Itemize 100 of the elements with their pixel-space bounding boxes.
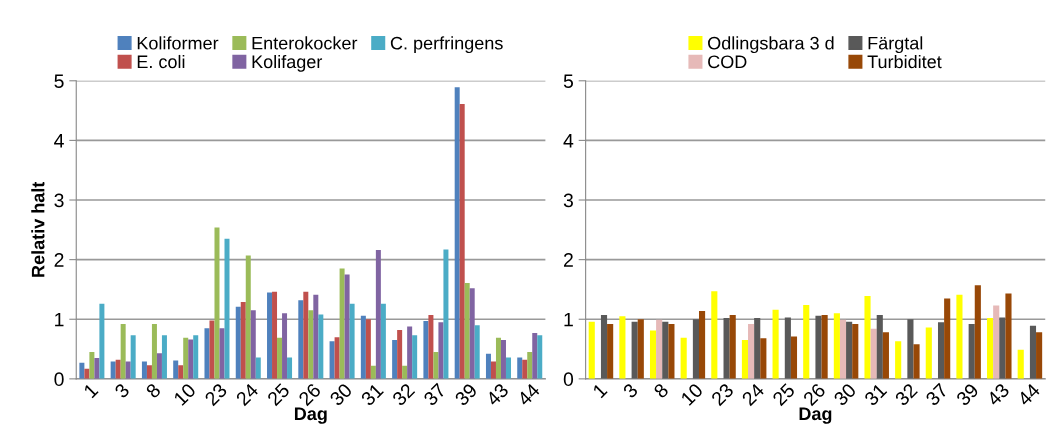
- x-tick-label: 3: [622, 382, 639, 399]
- bar: [993, 305, 1000, 379]
- x-tick-label: 26: [297, 382, 322, 407]
- bar: [412, 335, 418, 379]
- bar: [495, 337, 501, 379]
- bar: [956, 294, 963, 379]
- bar: [649, 330, 657, 379]
- bar: [120, 324, 126, 379]
- bar: [459, 104, 465, 379]
- bar: [125, 361, 131, 379]
- bar: [1005, 293, 1012, 379]
- x-axis-title: Dag: [294, 407, 327, 424]
- bar: [987, 318, 994, 379]
- bar: [532, 332, 538, 379]
- bar: [267, 292, 273, 379]
- bar: [876, 315, 883, 379]
- bar: [925, 327, 932, 379]
- bar: [318, 314, 324, 379]
- x-axis-title: Dag: [799, 407, 832, 424]
- bar: [500, 340, 506, 379]
- x-tick-label: 30: [832, 382, 857, 407]
- bar: [974, 285, 981, 379]
- bar: [193, 335, 199, 379]
- x-tick-label: 44: [1016, 382, 1041, 407]
- bar: [656, 319, 663, 379]
- bar: [245, 255, 251, 379]
- bar: [784, 317, 791, 379]
- bar: [214, 227, 220, 379]
- bar: [454, 87, 460, 379]
- legend-label: COD: [708, 55, 747, 69]
- bar: [748, 324, 755, 379]
- y-tick-label: 3: [563, 193, 573, 208]
- bar: [631, 321, 638, 379]
- bar: [846, 321, 853, 379]
- bar: [277, 337, 283, 379]
- bar: [723, 318, 730, 379]
- bar: [852, 324, 859, 379]
- bar: [339, 268, 345, 379]
- bar: [344, 274, 350, 379]
- bar: [433, 352, 439, 379]
- bar: [443, 249, 449, 379]
- x-tick-label: 37: [924, 382, 949, 407]
- x-tick-label: 31: [863, 382, 888, 407]
- bar: [349, 303, 355, 379]
- x-tick-label: 37: [422, 382, 447, 407]
- bar: [224, 238, 230, 379]
- x-tick-label: 32: [391, 382, 416, 407]
- bar: [99, 303, 105, 379]
- bar: [607, 324, 614, 379]
- bar: [282, 313, 288, 379]
- bar: [423, 321, 429, 379]
- bar: [209, 320, 215, 379]
- bar: [469, 288, 475, 379]
- legend-label: E. coli: [137, 54, 185, 69]
- y-tick-label: 5: [54, 74, 64, 89]
- bar: [392, 340, 398, 379]
- bar: [1017, 349, 1024, 379]
- bar: [188, 339, 194, 379]
- y-tick-label: 4: [54, 134, 64, 148]
- bar: [754, 318, 761, 379]
- bar: [79, 362, 85, 379]
- bar: [360, 315, 366, 379]
- bar: [334, 337, 340, 379]
- bar: [821, 315, 828, 379]
- bar: [110, 361, 116, 379]
- x-tick-label: 8: [652, 382, 670, 399]
- bar: [183, 337, 189, 379]
- y-tick-label: 1: [564, 312, 573, 327]
- bar: [588, 321, 595, 379]
- bar: [815, 315, 822, 379]
- bar: [219, 328, 225, 379]
- x-tick-label: 24: [741, 382, 765, 407]
- bar: [729, 315, 736, 379]
- x-tick-label: 43: [485, 382, 510, 407]
- x-tick-label: 8: [145, 382, 162, 399]
- bar: [668, 324, 675, 379]
- y-tick-label: 3: [54, 193, 64, 208]
- bar: [882, 332, 889, 379]
- bar: [130, 335, 136, 379]
- x-tick-label: 25: [771, 382, 796, 407]
- bar: [839, 319, 847, 379]
- bar: [428, 315, 434, 379]
- bar: [907, 319, 914, 379]
- x-tick-label: 39: [955, 382, 980, 407]
- bar: [272, 291, 278, 379]
- bar: [692, 319, 699, 379]
- legend-label: Färgtal: [868, 36, 923, 54]
- bar: [397, 329, 403, 379]
- bar: [313, 294, 319, 379]
- bar: [944, 298, 951, 379]
- bar: [760, 338, 767, 379]
- x-tick-label: 10: [680, 382, 704, 406]
- y-tick-label: 5: [563, 74, 574, 89]
- bar: [803, 304, 810, 379]
- bar: [402, 365, 408, 379]
- bar: [913, 344, 920, 379]
- bar: [833, 313, 840, 379]
- bar: [438, 322, 444, 379]
- legend-label: C. perfringens: [390, 36, 503, 54]
- y-axis-title: Relativ halt: [31, 181, 45, 277]
